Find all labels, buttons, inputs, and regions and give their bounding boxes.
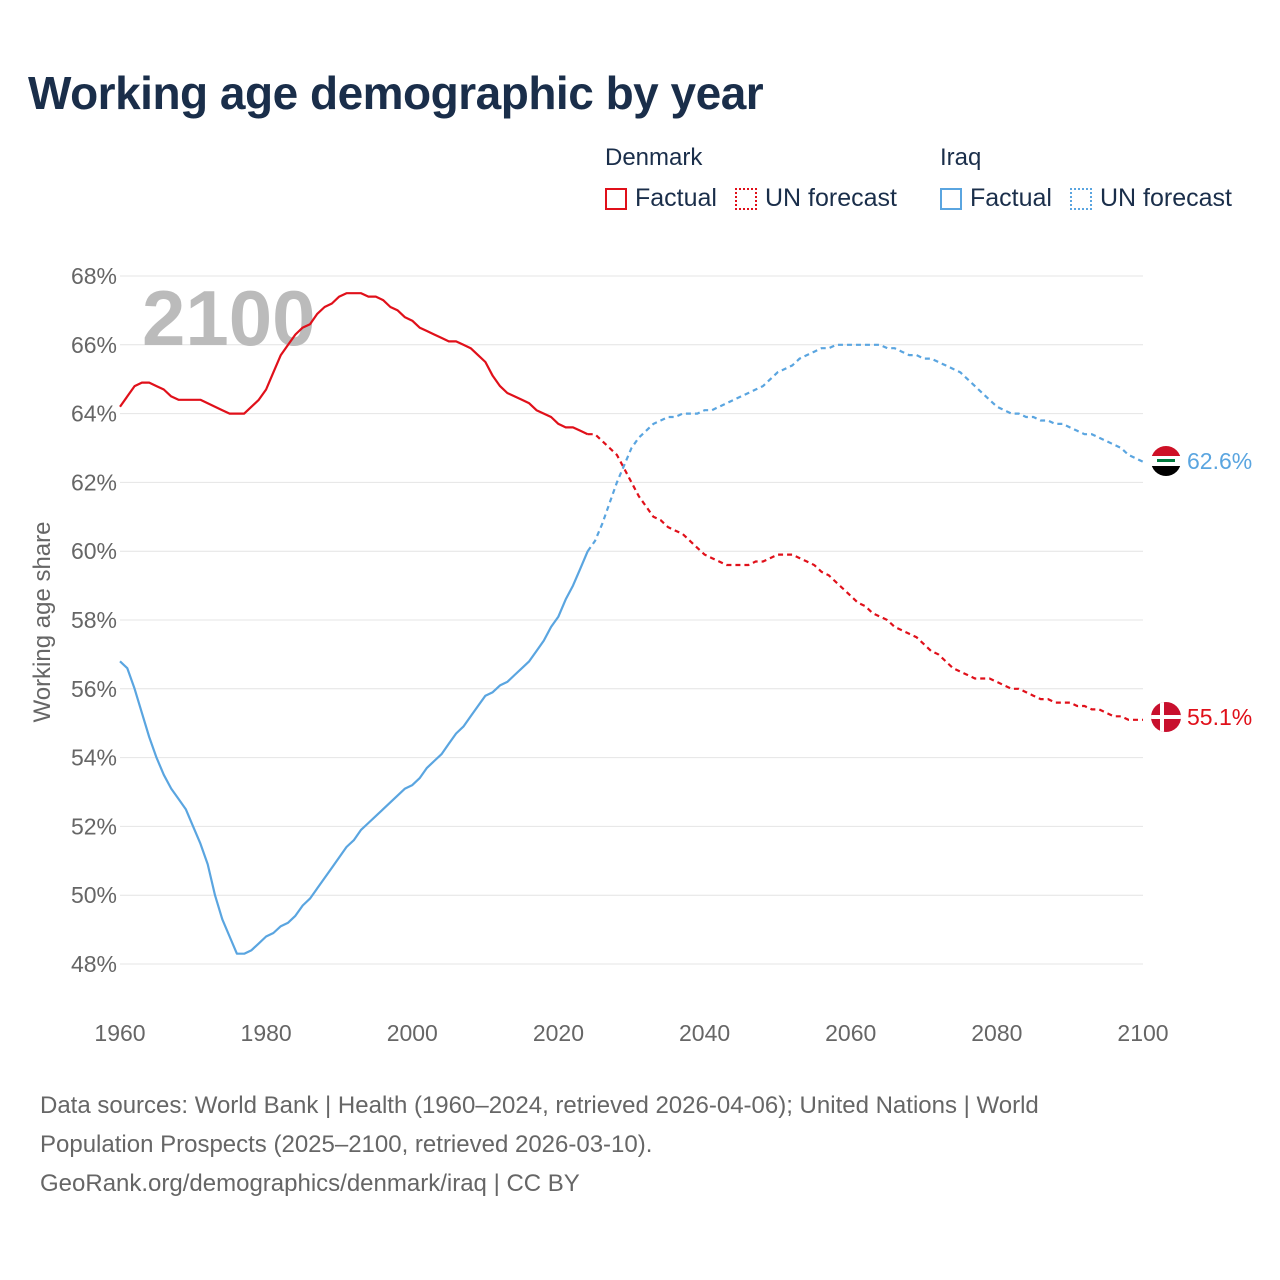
y-tick-label: 50% <box>71 882 117 908</box>
legend-denmark-factual-label: Factual <box>635 184 717 212</box>
y-tick-label: 60% <box>71 538 117 564</box>
y-axis-ticks: 48% 50% 52% 54% 56% 58% 60% 62% 64% 66% 68% <box>71 263 117 977</box>
legend-denmark-forecast-swatch <box>734 187 757 210</box>
y-axis-label: Working age share <box>29 522 56 723</box>
x-tick-label: 1980 <box>241 1020 292 1046</box>
series-lines <box>119 292 1144 955</box>
legend-denmark-title: Denmark <box>605 144 703 171</box>
denmark-forecast-line <box>587 433 1143 721</box>
y-tick-label: 52% <box>71 813 117 839</box>
legend-iraq-factual-label: Factual <box>970 184 1052 212</box>
footer-line-1: Data sources: World Bank | Health (1960–… <box>40 1092 1039 1119</box>
x-tick-label: 1960 <box>94 1020 145 1046</box>
y-tick-label: 62% <box>71 469 117 495</box>
y-tick-label: 56% <box>71 676 117 702</box>
denmark-flag-icon <box>1151 702 1181 732</box>
x-tick-label: 2020 <box>533 1020 584 1046</box>
x-tick-label: 2080 <box>971 1020 1022 1046</box>
iraq-end-value-label: 62.6% <box>1187 448 1252 474</box>
legend-denmark-forecast-label: UN forecast <box>764 184 897 212</box>
x-tick-label: 2000 <box>387 1020 438 1046</box>
y-tick-label: 68% <box>71 263 117 289</box>
y-tick-label: 54% <box>71 745 117 771</box>
legend-denmark-factual-swatch <box>605 187 627 210</box>
legend-denmark: Denmark Factual UN forecast <box>605 144 915 213</box>
x-axis-ticks: 1960 1980 2000 2020 2040 2060 2080 2100 <box>94 1020 1168 1046</box>
year-overlay-label: 2100 <box>142 274 316 362</box>
legend-denmark-forecast[interactable]: UN forecast <box>734 184 897 213</box>
y-tick-label: 64% <box>71 401 117 427</box>
legend-iraq-forecast-label: UN forecast <box>1099 184 1232 212</box>
grid-lines <box>120 275 1143 965</box>
footer-line-2: Population Prospects (2025–2100, retriev… <box>40 1131 653 1158</box>
x-tick-label: 2100 <box>1117 1020 1168 1046</box>
denmark-factual-line <box>119 292 589 436</box>
legend-iraq: Iraq Factual UN forecast <box>940 144 1250 213</box>
denmark-end-value-label: 55.1% <box>1187 704 1252 730</box>
x-tick-label: 2060 <box>825 1020 876 1046</box>
legend-iraq-factual-swatch <box>940 187 962 210</box>
footer-sources: Data sources: World Bank | Health (1960–… <box>40 1086 1240 1203</box>
x-tick-label: 2040 <box>679 1020 730 1046</box>
iraq-forecast-line <box>586 343 1144 552</box>
y-tick-label: 48% <box>71 951 117 977</box>
legend-iraq-forecast-swatch <box>1069 187 1092 210</box>
iraq-factual-line <box>119 550 589 955</box>
legend-denmark-factual[interactable]: Factual <box>605 184 717 213</box>
chart-title: Working age demographic by year <box>28 67 764 119</box>
line-chart: 48%50%52%54%56%58%60%62%64%66%68% 1960 19… <box>29 263 1252 1046</box>
legend-iraq-forecast[interactable]: UN forecast <box>1069 184 1232 213</box>
legend-iraq-factual[interactable]: Factual <box>940 184 1052 213</box>
footer-line-3[interactable]: GeoRank.org/demographics/denmark/iraq | … <box>40 1170 580 1197</box>
iraq-flag-icon <box>1151 446 1181 476</box>
y-tick-label: 58% <box>71 607 117 633</box>
legend-iraq-title: Iraq <box>940 144 982 171</box>
y-tick-label: 66% <box>71 332 117 358</box>
